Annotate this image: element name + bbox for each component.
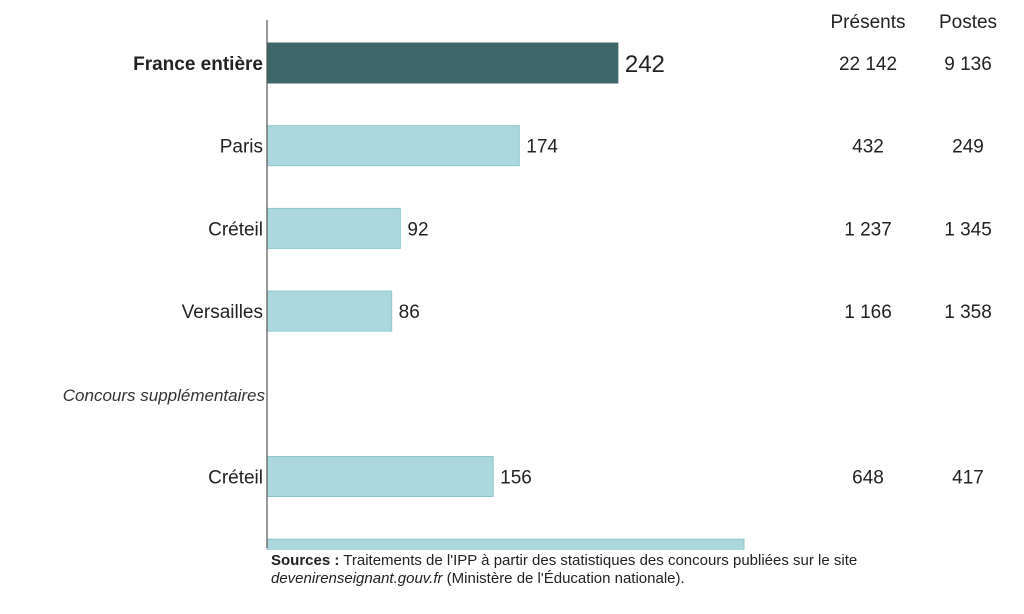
bar bbox=[266, 207, 401, 249]
column-header-postes: Postes bbox=[939, 12, 997, 33]
bar bbox=[266, 538, 745, 550]
bar-chart: Présents Postes France entière 242 22 142 9 1… bbox=[63, 12, 997, 550]
postes-value: 9 136 bbox=[944, 54, 992, 75]
source-prefix: Sources : bbox=[271, 552, 340, 569]
bar-value-label: 174 bbox=[526, 137, 558, 158]
presents-value: 432 bbox=[852, 137, 884, 158]
category-label: Créteil bbox=[208, 468, 263, 489]
postes-value: 249 bbox=[952, 137, 984, 158]
category-label: Versailles bbox=[182, 302, 263, 323]
source-note: Sources : Traitements de l'IPP à partir … bbox=[271, 552, 1011, 588]
source-site: devenirenseignant.gouv.fr bbox=[271, 570, 443, 587]
presents-value: 22 142 bbox=[839, 54, 897, 75]
category-label: Paris bbox=[220, 137, 263, 158]
bar-value-label: 92 bbox=[407, 219, 428, 240]
source-text-2: (Ministère de l'Éducation nationale). bbox=[442, 570, 685, 587]
bar-value-label: 86 bbox=[399, 302, 420, 323]
bar-value-label: 242 bbox=[625, 51, 665, 78]
category-label: Créteil bbox=[208, 219, 263, 240]
presents-value: 1 166 bbox=[844, 302, 892, 323]
column-header-presents: Présents bbox=[831, 12, 906, 33]
bar-value-label: 156 bbox=[500, 468, 532, 489]
presents-value: 648 bbox=[852, 468, 884, 489]
bar bbox=[266, 456, 494, 497]
group-label: Concours supplémentaires bbox=[63, 386, 266, 405]
category-label: France entière bbox=[133, 54, 263, 75]
bar bbox=[266, 42, 619, 84]
postes-value: 1 345 bbox=[944, 219, 992, 240]
postes-value: 1 358 bbox=[944, 302, 992, 323]
source-text-1: Traitements de l'IPP à partir des statis… bbox=[339, 552, 858, 569]
bar bbox=[266, 125, 520, 167]
postes-value: 417 bbox=[952, 468, 984, 489]
presents-value: 1 237 bbox=[844, 219, 892, 240]
bar bbox=[266, 290, 393, 332]
